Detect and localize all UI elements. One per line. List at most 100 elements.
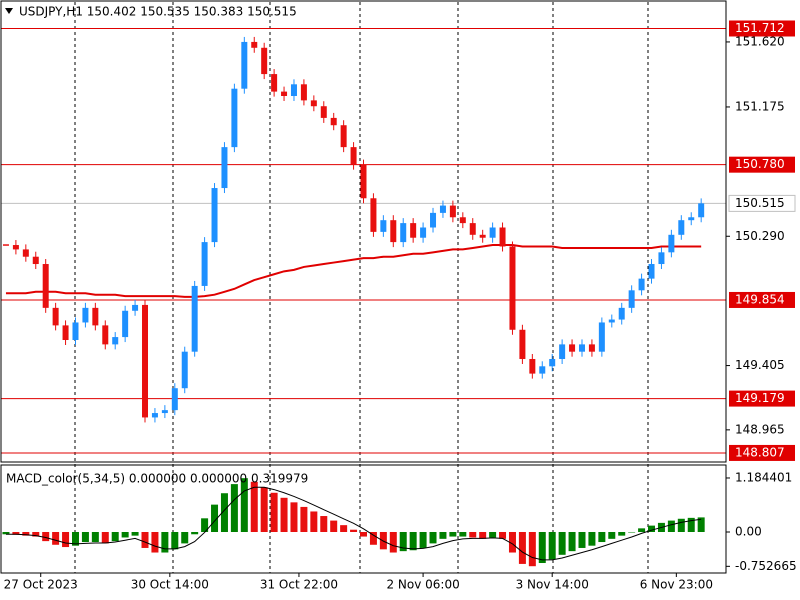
macd-bar: [270, 492, 278, 532]
candle-body: [52, 307, 59, 326]
macd-bar: [250, 481, 258, 532]
macd-bar: [181, 531, 189, 544]
candle-body: [122, 310, 129, 338]
candle-body: [271, 74, 278, 92]
macd-bar: [439, 531, 447, 539]
macd-bar: [42, 531, 50, 542]
candle-body: [132, 304, 139, 311]
candle-body: [469, 223, 476, 235]
candle-body: [62, 325, 69, 340]
macd-bar: [201, 518, 209, 532]
level-label: 148.807: [735, 445, 785, 459]
menu-arrow[interactable]: [5, 8, 13, 14]
candle-body: [678, 220, 685, 235]
macd-bar: [479, 531, 487, 539]
macd-bar: [12, 531, 20, 535]
candle-body: [201, 242, 208, 286]
candle-body: [569, 344, 576, 352]
macd-bar: [310, 511, 318, 532]
price-panel-border: [0, 0, 727, 463]
candle-body: [628, 290, 635, 308]
macd-bar: [598, 531, 606, 543]
macd-bar: [141, 531, 149, 548]
macd-bar: [449, 531, 457, 537]
moving-average: [5, 244, 702, 298]
macd-bar: [588, 531, 596, 546]
separators: [74, 2, 649, 573]
candle-body: [489, 227, 496, 238]
macd-bar: [22, 531, 30, 536]
y-tick-label: 151.175: [735, 99, 785, 113]
candle-body: [380, 220, 387, 232]
candle-body: [22, 249, 29, 257]
macd-bar: [101, 531, 109, 544]
candle-body: [688, 217, 695, 221]
candle-body: [648, 264, 655, 279]
level-label-box: [729, 390, 795, 407]
candle-body: [390, 220, 397, 243]
candle-body: [638, 278, 645, 291]
candle-body: [142, 304, 149, 418]
candle-body: [102, 325, 109, 345]
candle-body: [420, 227, 427, 238]
macd-bar: [459, 531, 467, 537]
macd-bar: [280, 497, 288, 532]
candle-body: [231, 88, 238, 148]
candle-body: [519, 329, 526, 359]
macd-bar: [350, 529, 358, 532]
candle-body: [559, 344, 566, 359]
candle-body: [400, 223, 407, 243]
candle-body: [161, 410, 168, 414]
candle-body: [588, 344, 595, 352]
macd-bar: [161, 531, 169, 553]
candle-body: [151, 413, 158, 418]
candle-body: [191, 285, 198, 352]
macd-bar: [121, 531, 129, 538]
macd-bar: [240, 478, 248, 532]
candle-body: [281, 91, 288, 96]
current-price-box: [728, 194, 796, 212]
macd-bar: [260, 487, 268, 532]
macd-bar: [499, 531, 507, 539]
candle-body: [549, 358, 556, 367]
macd-bar: [419, 531, 427, 548]
macd-bar: [469, 531, 477, 538]
macd-bar: [489, 531, 497, 538]
macd-bar: [32, 531, 40, 537]
macd-bar: [399, 531, 407, 552]
level-label: 150.780: [735, 157, 785, 171]
y-tick-label: 149.405: [735, 358, 785, 372]
macd-bar: [220, 493, 228, 532]
y-tick-label: 151.620: [735, 34, 785, 48]
candle-body: [82, 307, 89, 323]
macd-bar: [2, 531, 10, 535]
level-label-box: [729, 444, 795, 461]
plot-layer: 151.620 151.175 150.290 149.405 148.965 27 Oc…: [1, 20, 797, 592]
candle-body: [320, 106, 327, 118]
candle-body: [350, 147, 357, 165]
macd-bar: [568, 531, 576, 552]
candle-body: [261, 47, 268, 75]
candle-body: [290, 84, 297, 96]
candle-body: [459, 217, 466, 224]
macd-bar: [131, 531, 139, 536]
candle-body: [668, 234, 675, 253]
macd-bar: [171, 531, 179, 550]
candle-body: [449, 205, 456, 218]
candle-body: [598, 322, 605, 352]
macd-title: MACD_color(5,34,5) 0.000000 0.000000 0.3…: [6, 472, 308, 486]
candle-body: [330, 117, 337, 126]
macd-bar: [91, 531, 99, 543]
candle-body: [211, 188, 218, 243]
macd-bar: [578, 531, 586, 548]
candle-body: [370, 198, 377, 232]
x-tick-label: 27 Oct 2023: [4, 578, 78, 592]
macd-bar: [429, 531, 437, 544]
macd-bar: [151, 531, 159, 553]
candle-body: [479, 234, 486, 238]
current-price-label: 150.515: [735, 196, 785, 210]
macd-bar: [369, 531, 377, 545]
macd-bar: [111, 531, 119, 542]
candle-body: [698, 203, 705, 218]
macd-bar: [548, 531, 556, 560]
